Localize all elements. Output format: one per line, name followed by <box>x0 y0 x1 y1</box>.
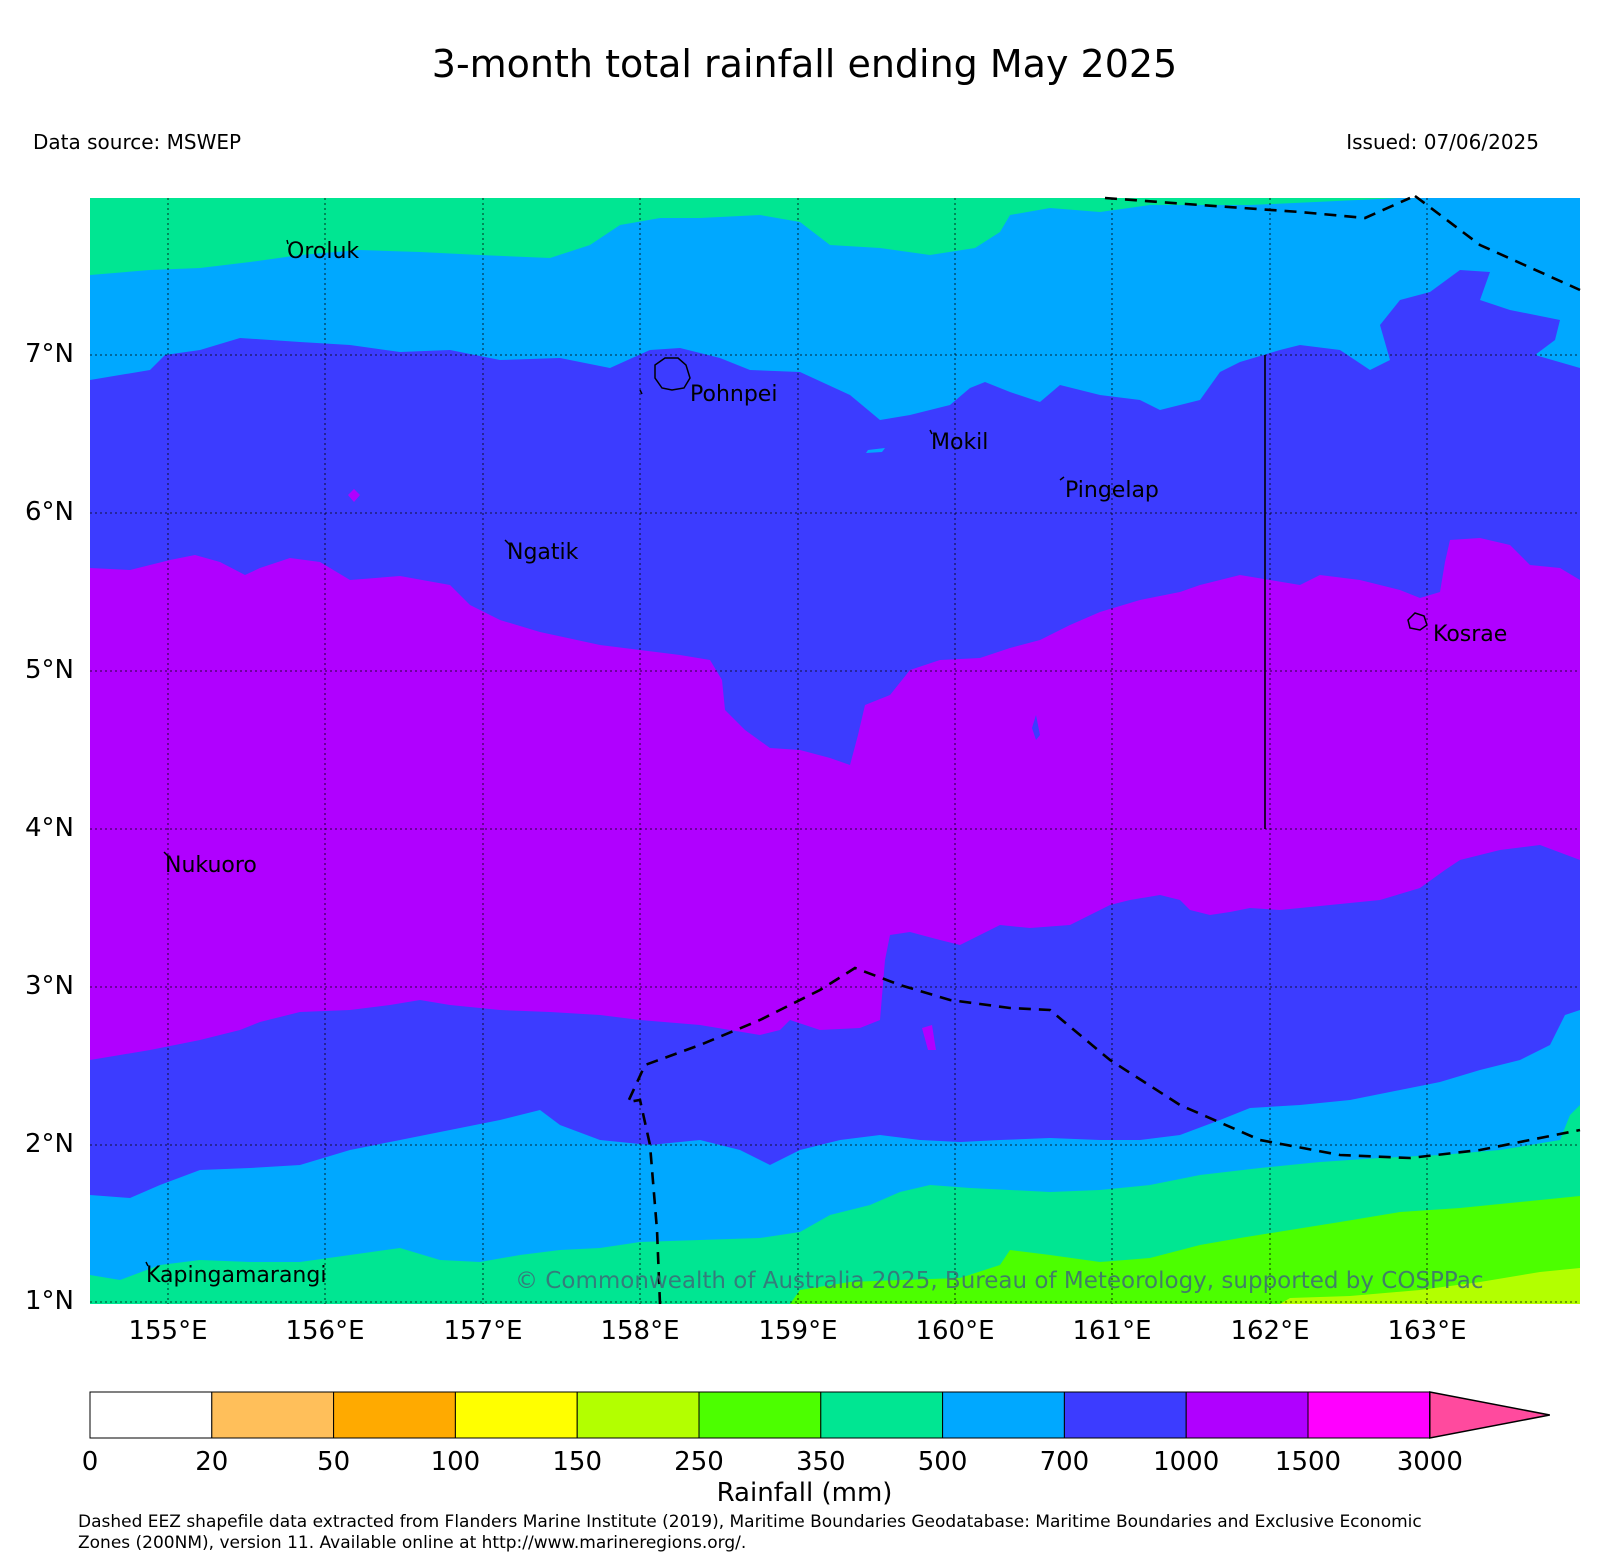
spot-500-700 <box>866 448 885 453</box>
kosrae-island-icon <box>1407 612 1428 631</box>
footnote-line-2: Zones (200NM), version 11. Available onl… <box>78 1533 747 1553</box>
lon-label-163e: 163°E <box>1387 1316 1467 1346</box>
lon-label-158e: 158°E <box>600 1316 680 1346</box>
place-pingelap: Pingelap <box>1065 478 1159 503</box>
issued-date: Issued: 07/06/2025 <box>1346 130 1539 154</box>
lon-label-160e: 160°E <box>915 1316 995 1346</box>
spot-1000-1500-b <box>922 1025 936 1050</box>
lon-label-156e: 156°E <box>285 1316 365 1346</box>
colorbar-tick-label: 1000 <box>1153 1447 1220 1477</box>
lon-label-155e: 155°E <box>128 1316 208 1346</box>
gridlines <box>90 198 1580 1304</box>
band-1000-1500 <box>90 538 1580 1060</box>
footnote: Dashed EEZ shapefile data extracted from… <box>78 1512 1598 1554</box>
place-pohnpei: Pohnpei <box>690 382 778 407</box>
colorbar <box>89 1391 1550 1439</box>
colorbar-segment <box>820 1391 944 1439</box>
colorbar-title: Rainfall (mm) <box>716 1478 893 1508</box>
footnote-line-1: Dashed EEZ shapefile data extracted from… <box>78 1512 1422 1532</box>
colorbar-tick-label: 100 <box>430 1447 481 1477</box>
colorbar-segment <box>1307 1391 1431 1439</box>
colorbar-tick-label: 250 <box>674 1447 724 1477</box>
lon-label-161e: 161°E <box>1072 1316 1152 1346</box>
colorbar-segment <box>211 1391 335 1439</box>
band-250-350 <box>790 1196 1580 1304</box>
lat-label-4n: 4°N <box>25 813 74 843</box>
map-title: 3-month total rainfall ending May 2025 <box>431 42 1178 86</box>
copyright-notice: © Commonwealth of Australia 2025, Bureau… <box>515 1268 1484 1294</box>
lat-label-7n: 7°N <box>25 339 74 369</box>
colorbar-segment <box>454 1391 578 1439</box>
rainfall-fields <box>90 198 1580 1304</box>
lon-label-159e: 159°E <box>758 1316 838 1346</box>
spot-700-1000 <box>1032 715 1040 740</box>
place-ngatik: Ngatik <box>507 540 579 565</box>
pohnpei-island-icon <box>654 357 691 391</box>
data-source: Data source: MSWEP <box>33 130 242 154</box>
colorbar-tick-label: 0 <box>81 1447 99 1477</box>
lat-label-1n: 1°N <box>25 1286 74 1316</box>
lat-label-6n: 6°N <box>25 497 74 527</box>
atoll-markers <box>145 239 1065 1267</box>
colorbar-segment <box>1063 1391 1187 1439</box>
colorbar-segment <box>942 1391 1065 1439</box>
colorbar-segment <box>1185 1391 1309 1439</box>
colorbar-segment <box>576 1391 700 1439</box>
place-mokil: Mokil <box>931 430 989 455</box>
lat-label-2n: 2°N <box>25 1129 74 1159</box>
colorbar-tick-label: 1500 <box>1274 1447 1342 1477</box>
place-nukuoro: Nukuoro <box>165 853 257 878</box>
place-oroluk: Oroluk <box>287 239 360 264</box>
colorbar-segment <box>89 1391 213 1439</box>
colorbar-tick-label: 700 <box>1039 1447 1090 1477</box>
place-kapingamarangi: Kapingamarangi <box>146 1263 327 1288</box>
spot-1000-1500 <box>348 489 360 502</box>
colorbar-segment <box>333 1391 456 1439</box>
lon-label-157e: 157°E <box>443 1316 523 1346</box>
colorbar-tick-label: 350 <box>795 1447 846 1477</box>
lon-label-162e: 162°E <box>1230 1316 1310 1346</box>
band-150-250 <box>1280 1268 1580 1304</box>
eez-boundaries <box>625 194 1581 1305</box>
colorbar-tick-label: 20 <box>195 1447 229 1477</box>
colorbar-tick-label: 150 <box>552 1447 602 1477</box>
colorbar-tick-label: 500 <box>917 1447 968 1477</box>
lat-label-3n: 3°N <box>25 971 74 1001</box>
colorbar-tick-label: 3000 <box>1396 1447 1463 1477</box>
colorbar-segment <box>698 1391 822 1439</box>
lat-label-5n: 5°N <box>25 655 74 685</box>
place-kosrae: Kosrae <box>1433 622 1508 647</box>
colorbar-extend-arrow <box>1429 1391 1550 1439</box>
colorbar-tick-label: 50 <box>317 1447 351 1477</box>
